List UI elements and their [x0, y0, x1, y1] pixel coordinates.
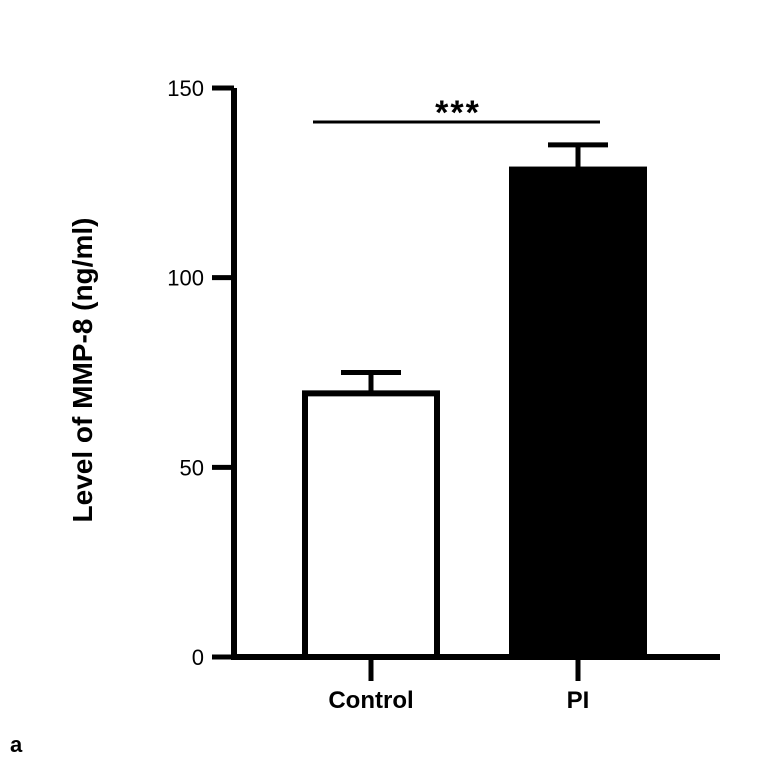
y-tick-label: 100 — [167, 266, 204, 291]
y-axis-label: Level of MMP-8 (ng/ml) — [67, 218, 98, 523]
x-tick-label-control: Control — [328, 687, 413, 714]
y-tick-label: 50 — [180, 455, 204, 480]
bars — [302, 142, 647, 660]
y-tick-label: 0 — [192, 645, 204, 670]
panel-label: a — [10, 732, 23, 757]
annotations: *** — [313, 94, 600, 132]
bar-control — [302, 390, 440, 660]
x-tick-label-pi: PI — [567, 687, 590, 714]
bar-pi — [509, 166, 647, 660]
significance-label: *** — [435, 94, 481, 132]
y-tick-label: 150 — [167, 76, 204, 101]
